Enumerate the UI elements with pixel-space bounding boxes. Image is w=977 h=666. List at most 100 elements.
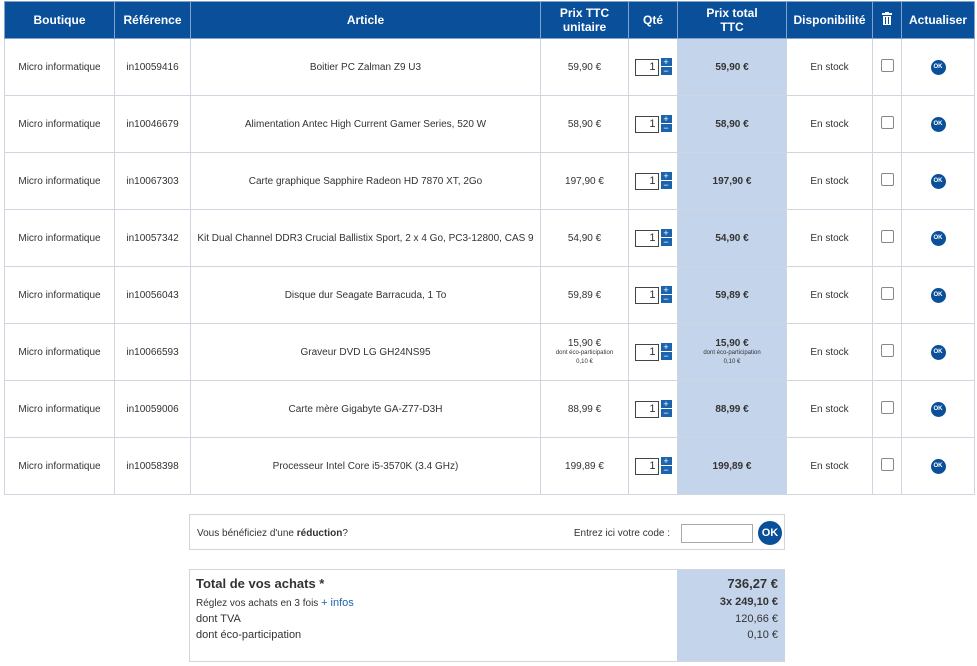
table-row: Micro informatique in10057342 Kit Dual C…	[4, 209, 975, 267]
qty-decrease-button[interactable]: −	[660, 409, 672, 418]
total-price: 15,90 €	[715, 337, 749, 349]
quantity-input[interactable]: 1	[634, 229, 659, 247]
vat-label: dont TVA	[196, 613, 241, 625]
cell-delete	[872, 152, 902, 210]
quantity-input[interactable]: 1	[634, 343, 659, 361]
qty-decrease-button[interactable]: −	[660, 466, 672, 475]
unit-price: 199,89 €	[565, 460, 604, 472]
cell-article: Boitier PC Zalman Z9 U3	[190, 38, 541, 96]
cell-total-price: 58,90 €	[677, 95, 787, 153]
discount-code-panel: Vous bénéficiez d'une réduction? Entrez …	[189, 514, 785, 550]
cell-unit-price: 59,90 €	[540, 38, 629, 96]
cell-update: OK	[901, 38, 975, 96]
header-unit-price: Prix TTC unitaire	[540, 1, 629, 39]
header-update: Actualiser	[901, 1, 975, 39]
qty-decrease-button[interactable]: −	[660, 67, 672, 76]
header-availability: Disponibilité	[786, 1, 873, 39]
qty-increase-button[interactable]: +	[660, 343, 672, 352]
delete-checkbox[interactable]	[880, 287, 894, 300]
unit-price: 197,90 €	[565, 175, 604, 187]
cell-article: Processeur Intel Core i5-3570K (3.4 GHz)	[190, 437, 541, 495]
cell-availability: En stock	[786, 209, 873, 267]
cell-total-price: 197,90 €	[677, 152, 787, 210]
cell-reference: in10056043	[114, 266, 191, 324]
cell-total-price: 15,90 € dont éco-participation 0,10 €	[677, 323, 787, 381]
cell-total-price: 59,89 €	[677, 266, 787, 324]
cell-boutique: Micro informatique	[4, 38, 115, 96]
unit-price: 59,89 €	[567, 289, 602, 301]
cell-delete	[872, 95, 902, 153]
total-price: 197,90 €	[712, 175, 752, 187]
table-row: Micro informatique in10059416 Boitier PC…	[4, 38, 975, 96]
quantity-input[interactable]: 1	[634, 172, 659, 190]
cell-qty: 1 + −	[628, 209, 678, 267]
quantity-input[interactable]: 1	[634, 286, 659, 304]
qty-decrease-button[interactable]: −	[660, 295, 672, 304]
unit-eco-label: dont éco-participation	[555, 349, 614, 356]
delete-checkbox[interactable]	[880, 173, 894, 186]
qty-decrease-button[interactable]: −	[660, 238, 672, 247]
cell-qty: 1 + −	[628, 95, 678, 153]
cell-availability: En stock	[786, 380, 873, 438]
qty-increase-button[interactable]: +	[660, 172, 672, 181]
cell-unit-price: 59,89 €	[540, 266, 629, 324]
quantity-input[interactable]: 1	[634, 58, 659, 76]
unit-price: 58,90 €	[567, 118, 602, 130]
table-row: Micro informatique in10056043 Disque dur…	[4, 266, 975, 324]
eco-value: 0,10 €	[747, 629, 778, 641]
update-ok-button[interactable]: OK	[930, 116, 946, 132]
qty-increase-button[interactable]: +	[660, 457, 672, 466]
cell-unit-price: 58,90 €	[540, 95, 629, 153]
trash-icon	[882, 12, 892, 25]
quantity-input[interactable]: 1	[634, 457, 659, 475]
discount-code-input[interactable]	[681, 524, 753, 543]
cell-total-price: 199,89 €	[677, 437, 787, 495]
quantity-input[interactable]: 1	[634, 400, 659, 418]
total-price: 59,90 €	[715, 61, 749, 73]
unit-price: 59,90 €	[567, 61, 602, 73]
discount-question: Vous bénéficiez d'une réduction?	[197, 528, 348, 539]
qty-increase-button[interactable]: +	[660, 400, 672, 409]
cell-total-price: 88,99 €	[677, 380, 787, 438]
delete-checkbox[interactable]	[880, 401, 894, 414]
qty-increase-button[interactable]: +	[660, 229, 672, 238]
qty-decrease-button[interactable]: −	[660, 124, 672, 133]
cell-delete	[872, 38, 902, 96]
quantity-input[interactable]: 1	[634, 115, 659, 133]
delete-checkbox[interactable]	[880, 458, 894, 471]
update-ok-button[interactable]: OK	[930, 173, 946, 189]
unit-price: 54,90 €	[567, 232, 602, 244]
update-ok-button[interactable]: OK	[930, 458, 946, 474]
cell-unit-price: 54,90 €	[540, 209, 629, 267]
qty-increase-button[interactable]: +	[660, 286, 672, 295]
total-eco-value: 0,10 €	[723, 358, 741, 365]
cell-qty: 1 + −	[628, 266, 678, 324]
update-ok-button[interactable]: OK	[930, 344, 946, 360]
update-ok-button[interactable]: OK	[930, 287, 946, 303]
discount-ok-button[interactable]: OK	[758, 521, 782, 545]
cell-reference: in10066593	[114, 323, 191, 381]
totals-value-column	[677, 570, 785, 661]
qty-decrease-button[interactable]: −	[660, 352, 672, 361]
cell-qty: 1 + −	[628, 437, 678, 495]
cell-article: Kit Dual Channel DDR3 Crucial Ballistix …	[190, 209, 541, 267]
more-info-link[interactable]: + infos	[321, 597, 354, 609]
cell-availability: En stock	[786, 38, 873, 96]
cell-reference: in10057342	[114, 209, 191, 267]
cell-qty: 1 + −	[628, 380, 678, 438]
cell-reference: in10059006	[114, 380, 191, 438]
cell-boutique: Micro informatique	[4, 209, 115, 267]
cell-boutique: Micro informatique	[4, 380, 115, 438]
cell-boutique: Micro informatique	[4, 437, 115, 495]
update-ok-button[interactable]: OK	[930, 59, 946, 75]
qty-decrease-button[interactable]: −	[660, 181, 672, 190]
qty-increase-button[interactable]: +	[660, 58, 672, 67]
update-ok-button[interactable]: OK	[930, 230, 946, 246]
update-ok-button[interactable]: OK	[930, 401, 946, 417]
table-row: Micro informatique in10066593 Graveur DV…	[4, 323, 975, 381]
delete-checkbox[interactable]	[880, 116, 894, 129]
delete-checkbox[interactable]	[880, 59, 894, 72]
qty-increase-button[interactable]: +	[660, 115, 672, 124]
delete-checkbox[interactable]	[880, 230, 894, 243]
delete-checkbox[interactable]	[880, 344, 894, 357]
